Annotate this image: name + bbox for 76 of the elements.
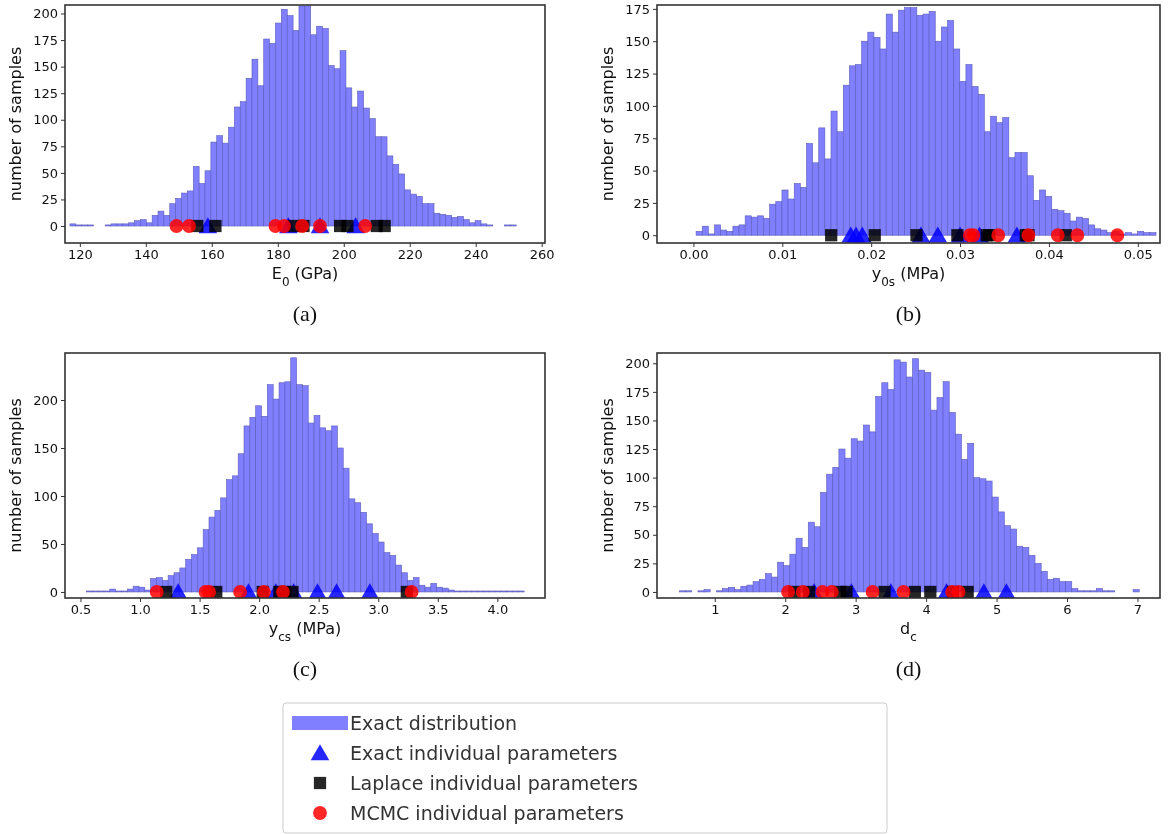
- x-tick-label: 0.02: [857, 247, 887, 263]
- y-tick-label: 50: [633, 163, 650, 179]
- y-tick-label: 50: [41, 536, 58, 552]
- x-tick-label: 4: [922, 602, 931, 618]
- x-tick-label: 2.0: [249, 602, 270, 618]
- x-tick-label: 0.5: [70, 602, 92, 618]
- y-tick-label: 75: [633, 130, 650, 146]
- y-tick-label: 25: [41, 192, 58, 208]
- x-tick-label: 240: [463, 247, 489, 263]
- y-axis-title: number of samples: [6, 398, 25, 553]
- y-tick-label: 75: [633, 498, 650, 514]
- x-tick-label: 1: [711, 602, 720, 618]
- y-tick-label: 50: [41, 165, 58, 181]
- y-tick-label: 25: [633, 195, 650, 211]
- y-tick-label: 150: [625, 413, 650, 429]
- y-tick-label: 125: [625, 66, 650, 82]
- x-tick-label: 7: [1133, 602, 1143, 618]
- x-tick-label: 180: [265, 247, 291, 263]
- x-axis-title: y$_{cs}$ (MPa): [268, 619, 342, 644]
- x-axis-title: y$_{0s}$ (MPa): [871, 264, 946, 289]
- x-tick-label: 2: [781, 602, 790, 618]
- x-tick-label: 3.5: [427, 602, 449, 618]
- y-tick-label: 150: [625, 33, 650, 49]
- x-axis-title: E$_{0}$ (GPa): [271, 264, 339, 289]
- y-tick-label: 25: [633, 556, 650, 572]
- y-tick-label: 0: [641, 584, 650, 600]
- y-axis-title: number of samples: [598, 46, 617, 202]
- x-tick-label: 260: [529, 247, 555, 263]
- y-tick-label: 125: [625, 441, 650, 457]
- y-tick-label: 100: [625, 470, 650, 486]
- y-axis-title: number of samples: [6, 46, 25, 202]
- x-tick-label: 5: [992, 602, 1002, 618]
- y-tick-label: 175: [625, 384, 650, 400]
- y-tick-label: 50: [633, 527, 650, 543]
- y-tick-label: 200: [33, 392, 58, 408]
- y-tick-label: 75: [41, 138, 58, 154]
- x-tick-label: 1.0: [130, 602, 151, 618]
- x-tick-label: 200: [331, 247, 357, 263]
- y-tick-label: 175: [625, 1, 650, 17]
- x-axis-title: d$_{c}$: [900, 619, 917, 644]
- text: (d): [895, 656, 922, 681]
- x-tick-label: 0.05: [1123, 247, 1153, 263]
- y-tick-label: 200: [33, 6, 58, 22]
- x-tick-label: 140: [133, 247, 159, 263]
- x-tick-label: 6: [1063, 602, 1072, 618]
- x-tick-label: 0.03: [946, 247, 976, 263]
- y-tick-label: 0: [49, 584, 58, 600]
- x-tick-label: 0.00: [679, 247, 709, 263]
- y-tick-label: 125: [33, 85, 58, 101]
- x-tick-label: 0.01: [768, 247, 798, 263]
- text: (c): [292, 656, 318, 681]
- x-tick-label: 220: [397, 247, 423, 263]
- y-tick-label: 175: [33, 32, 58, 48]
- x-tick-label: 160: [199, 247, 225, 263]
- x-tick-label: 3.0: [368, 602, 390, 618]
- legend-label: Laplace individual parameters: [350, 772, 638, 794]
- x-tick-label: 2.5: [308, 602, 330, 618]
- y-tick-label: 0: [49, 218, 58, 234]
- y-tick-label: 200: [625, 355, 650, 371]
- y-tick-label: 100: [625, 98, 650, 114]
- text: (a): [292, 301, 318, 326]
- text: (b): [895, 301, 922, 326]
- legend-label: Exact individual parameters: [350, 742, 618, 764]
- x-tick-label: 1.5: [189, 602, 211, 618]
- y-tick-label: 0: [641, 227, 650, 243]
- legend-label: Exact distribution: [350, 712, 518, 734]
- y-axis-title: number of samples: [598, 398, 617, 553]
- legend-label: MCMC individual parameters: [350, 802, 624, 824]
- x-tick-label: 0.04: [1034, 247, 1064, 263]
- y-tick-label: 100: [33, 488, 58, 504]
- x-tick-label: 3: [852, 602, 861, 618]
- x-tick-label: 120: [67, 247, 93, 263]
- x-tick-label: 4.0: [487, 602, 509, 618]
- y-tick-label: 150: [33, 59, 58, 75]
- y-tick-label: 150: [33, 440, 58, 456]
- y-tick-label: 100: [33, 112, 58, 128]
